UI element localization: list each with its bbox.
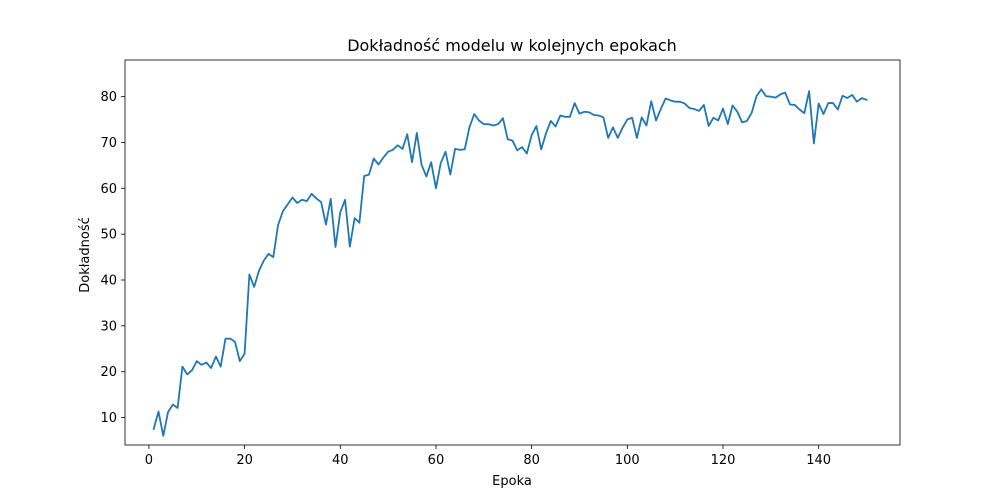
plot-area: 0 20 40 60 80 100 120 140 10 20 30 40 50 60 70 80 [100,59,901,468]
axes-frame [124,59,901,446]
x-tick-label: 140 [806,453,831,468]
y-tick-label: 10 [100,411,117,426]
x-axis-label: Epoka [492,474,532,489]
y-tick-label: 50 [100,228,117,243]
x-tick-label: 100 [615,453,640,468]
x-tick-label: 120 [711,453,736,468]
x-tick-label: 40 [332,453,349,468]
x-tick-label: 80 [523,453,540,468]
y-axis-label: Dokładność [78,217,93,293]
y-tick-label: 40 [100,274,117,289]
chart-title: Dokładność modelu w kolejnych epokach [347,36,677,55]
x-tick-label: 0 [145,453,153,468]
x-tick-label: 60 [428,453,445,468]
accuracy-series-line [152,88,868,437]
y-tick-label: 80 [100,90,117,105]
y-tick-label: 30 [100,319,117,334]
y-tick-label: 20 [100,365,117,380]
y-tick-label: 60 [100,182,117,197]
x-tick-label: 20 [236,453,253,468]
y-tick-label: 70 [100,136,117,151]
